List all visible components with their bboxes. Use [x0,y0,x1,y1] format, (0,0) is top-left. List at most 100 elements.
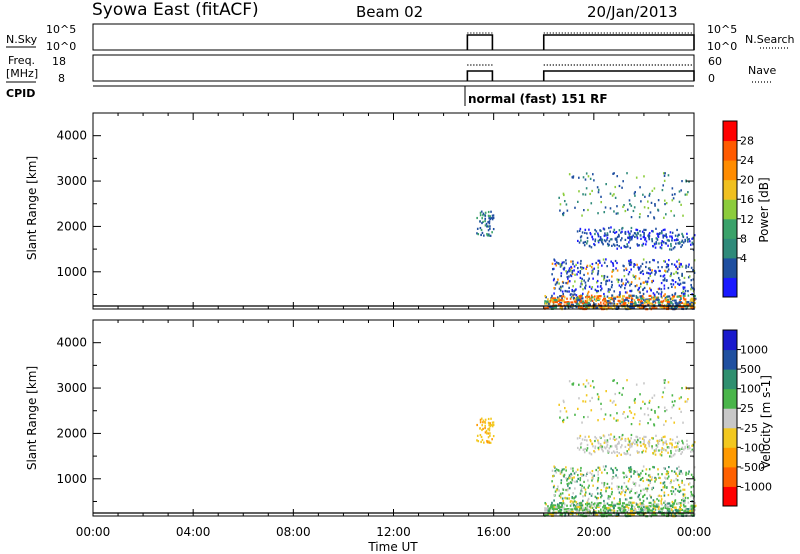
data-pixel [573,507,577,510]
data-pixel [670,455,673,458]
data-pixel [643,438,645,442]
data-pixel [607,306,611,309]
data-pixel [657,199,660,202]
data-pixel [691,241,694,244]
data-pixel [634,194,636,197]
data-pixel [627,509,630,512]
data-pixel [666,263,668,266]
data-pixel [667,475,670,478]
data-pixel [649,475,651,478]
data-pixel [594,240,596,243]
data-pixel [654,246,657,249]
data-pixel [634,275,637,278]
freq-trace-segment [542,70,695,81]
data-pixel [566,302,570,305]
data-pixel [566,272,568,275]
data-pixel [489,215,491,218]
data-pixel [605,508,608,511]
data-pixel [603,292,605,296]
data-pixel [560,510,562,513]
data-pixel [597,398,600,401]
data-pixel [633,399,636,402]
data-pixel [580,235,583,238]
data-pixel [600,237,602,240]
data-pixel [612,379,614,382]
colorbar-tick-label: 100 [740,383,761,396]
data-pixel [570,265,572,269]
data-pixel [585,394,588,397]
data-pixel [665,234,667,238]
data-pixel [645,447,648,450]
freq-left-tick-top: 18 [52,55,66,68]
data-pixel [569,481,572,484]
data-pixel [624,506,626,509]
data-pixel [491,214,494,217]
data-pixel [610,493,613,496]
data-pixel [624,513,626,516]
data-pixel [655,241,658,244]
data-pixel [479,226,482,230]
data-pixel [578,297,582,300]
data-pixel [640,299,643,302]
data-pixel [612,450,615,453]
data-pixel [691,448,694,451]
data-pixel [617,506,621,509]
data-pixel [643,440,645,443]
data-pixel [559,410,562,413]
data-pixel [628,470,631,474]
data-pixel [624,291,627,294]
data-pixel [586,439,588,442]
data-pixel [600,446,603,449]
colorbar-swatch [723,277,737,298]
data-pixel [596,492,599,495]
data-pixel [623,451,626,455]
data-pixel [602,506,604,509]
data-pixel [651,269,653,272]
data-pixel [672,247,675,250]
data-pixel [591,272,593,275]
data-pixel [617,233,620,236]
data-pixel [552,279,555,282]
data-pixel [604,507,606,510]
data-pixel [592,296,595,299]
data-pixel [689,302,693,306]
data-pixel [661,503,663,506]
data-pixel [553,499,555,502]
data-pixel [622,180,624,183]
data-pixel [679,512,683,515]
data-pixel [603,504,607,507]
data-pixel [664,172,666,175]
data-pixel [666,306,670,310]
data-pixel [556,503,559,506]
data-pixel [561,285,564,288]
data-pixel [591,503,593,506]
data-pixel [547,306,549,309]
data-pixel [565,270,567,273]
data-pixel [606,233,609,236]
data-pixel [654,271,657,274]
data-pixel [559,263,562,266]
data-pixel [682,503,685,507]
data-pixel [611,451,613,454]
data-pixel [636,435,639,439]
data-pixel [686,300,690,304]
data-pixel [587,272,589,275]
data-pixel [668,239,670,242]
data-pixel [643,228,645,231]
data-pixel [616,509,619,513]
data-pixel [588,451,591,455]
data-pixel [678,242,680,245]
data-pixel [582,383,585,386]
data-pixel [645,472,647,476]
data-pixel [484,217,487,220]
data-pixel [660,502,663,505]
data-pixel [596,273,599,276]
data-pixel [598,305,601,309]
data-pixel [551,294,553,297]
data-pixel [642,193,644,196]
data-pixel [612,243,615,246]
data-pixel [676,502,680,505]
data-pixel [666,513,670,517]
data-pixel [663,381,666,384]
data-pixel [558,494,561,497]
